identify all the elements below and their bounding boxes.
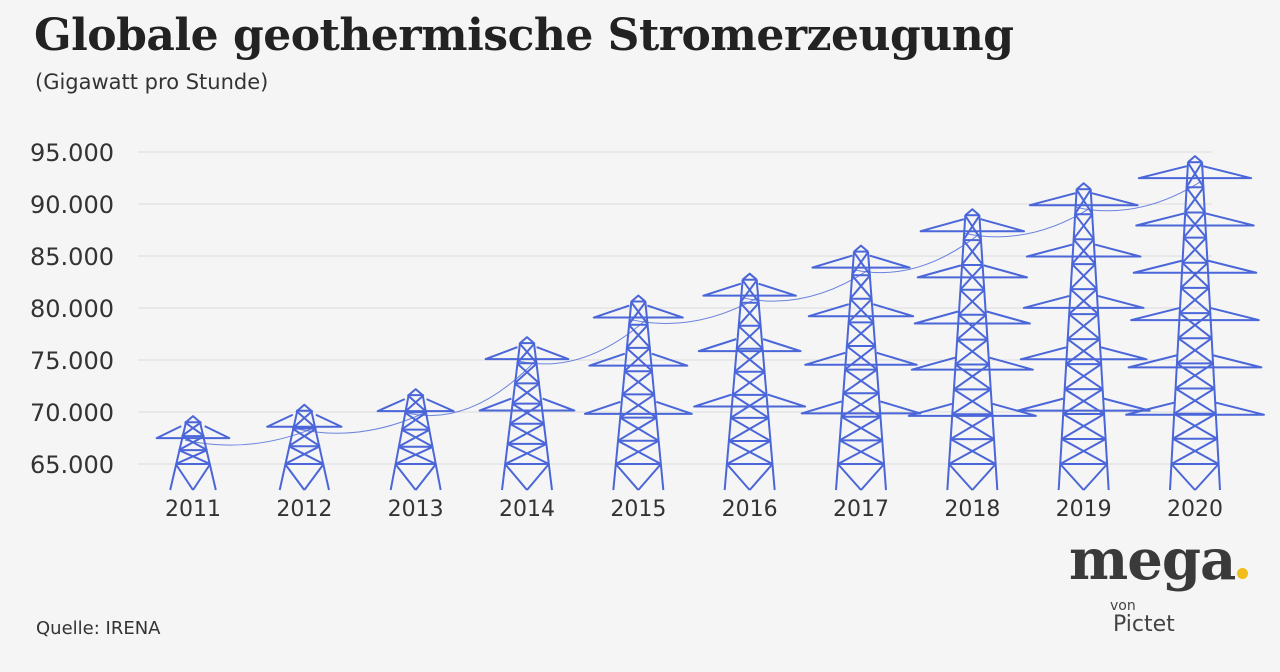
x-tick-label: 2020 [1167,497,1223,522]
power-wire [407,360,536,417]
power-wire [1075,179,1204,212]
x-tick-label: 2019 [1056,497,1112,522]
y-tick-label: 90.000 [30,191,114,219]
x-tick-label: 2016 [722,497,778,522]
power-wire [852,232,981,274]
x-tick-label: 2012 [276,497,332,522]
brand-logo: mega [1069,532,1249,588]
x-tick-label: 2015 [610,497,666,522]
y-tick-label: 80.000 [30,295,114,323]
y-tick-label: 70.000 [30,399,114,427]
tower-bar [478,336,576,491]
brand-logo-pictet: Pictet [1113,612,1175,637]
x-tick-label: 2011 [165,497,221,522]
tower-bar [1016,182,1151,491]
y-tick-label: 85.000 [30,243,114,271]
power-wire [184,428,313,446]
x-tick-label: 2018 [944,497,1000,522]
tower-bar [376,388,455,491]
power-wire [741,269,870,302]
power-wire [964,206,1092,238]
tower-bar [907,208,1037,491]
tower-bar [155,415,231,491]
y-tick-label: 65.000 [30,451,114,479]
x-tick-label: 2014 [499,497,555,522]
y-tick-label: 95.000 [30,139,114,167]
tower-bar [266,403,343,491]
brand-logo-von: von [1110,598,1136,614]
brand-logo-text: mega [1069,527,1236,593]
power-wire [630,297,758,324]
power-wire [518,319,647,365]
power-wire [296,412,424,434]
y-tick-label: 75.000 [30,347,114,375]
x-tick-label: 2013 [388,497,444,522]
tower-bar [800,244,922,491]
tower-bar [1125,155,1265,491]
chart-title: Globale geothermische Stromerzeugung [34,10,1014,61]
chart-subtitle: (Gigawatt pro Stunde) [35,70,269,94]
tower-bar [693,272,807,491]
tower-bar [583,294,693,491]
brand-logo-dot [1237,568,1249,579]
source-note: Quelle: IRENA [36,618,161,639]
x-tick-label: 2017 [833,497,889,522]
